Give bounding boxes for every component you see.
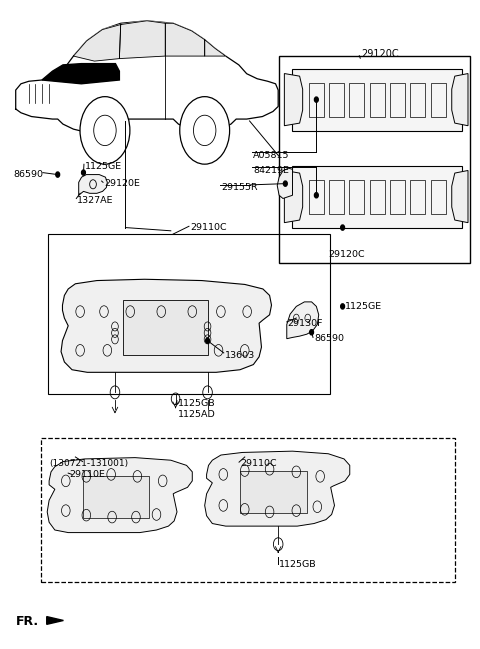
- Polygon shape: [79, 175, 108, 195]
- Polygon shape: [165, 23, 204, 56]
- Text: 29130F: 29130F: [288, 319, 323, 328]
- Bar: [431, 83, 446, 117]
- Text: A05815: A05815: [253, 151, 290, 160]
- Text: 86590: 86590: [314, 334, 344, 343]
- Bar: [370, 83, 385, 117]
- Polygon shape: [73, 25, 120, 61]
- Polygon shape: [61, 279, 272, 373]
- Polygon shape: [452, 73, 468, 126]
- Polygon shape: [452, 171, 468, 223]
- Text: 1125AD: 1125AD: [178, 410, 216, 419]
- Bar: [309, 180, 324, 214]
- Bar: [410, 180, 425, 214]
- Bar: [83, 476, 149, 519]
- Text: 1125GE: 1125GE: [85, 162, 122, 171]
- Circle shape: [205, 338, 209, 343]
- Polygon shape: [204, 451, 350, 526]
- Text: 13603: 13603: [225, 351, 255, 360]
- Polygon shape: [287, 302, 319, 339]
- Text: 29110C: 29110C: [190, 223, 227, 232]
- Text: 84219E: 84219E: [253, 166, 289, 175]
- Bar: [123, 300, 208, 355]
- Circle shape: [283, 181, 287, 186]
- Text: 86590: 86590: [13, 170, 43, 179]
- Text: (130721-131001): (130721-131001): [49, 459, 128, 468]
- Text: 1125GB: 1125GB: [279, 560, 317, 569]
- Circle shape: [341, 225, 345, 230]
- Circle shape: [82, 170, 85, 175]
- Text: 29120E: 29120E: [104, 179, 140, 188]
- Bar: [390, 83, 405, 117]
- Bar: [370, 180, 385, 214]
- Bar: [279, 56, 470, 263]
- Circle shape: [314, 97, 318, 102]
- Bar: [329, 83, 344, 117]
- Circle shape: [56, 172, 60, 177]
- Text: 29120C: 29120C: [328, 251, 365, 259]
- Text: 1327AE: 1327AE: [77, 196, 113, 205]
- Bar: [431, 180, 446, 214]
- Bar: [40, 438, 455, 582]
- Bar: [410, 83, 425, 117]
- Polygon shape: [16, 21, 278, 132]
- Polygon shape: [277, 168, 292, 199]
- Text: 29120C: 29120C: [362, 49, 399, 59]
- Text: 1125GB: 1125GB: [178, 399, 216, 408]
- Bar: [240, 471, 307, 513]
- Text: 1125GE: 1125GE: [345, 302, 382, 311]
- Bar: [329, 180, 344, 214]
- Polygon shape: [47, 617, 63, 624]
- Text: FR.: FR.: [16, 615, 39, 628]
- Circle shape: [341, 304, 345, 309]
- Circle shape: [310, 330, 313, 335]
- Polygon shape: [42, 64, 120, 84]
- Bar: [48, 234, 330, 395]
- Polygon shape: [120, 21, 165, 58]
- Circle shape: [314, 193, 318, 198]
- Polygon shape: [284, 73, 303, 126]
- Bar: [309, 83, 324, 117]
- Bar: [292, 166, 462, 228]
- Text: 29110C: 29110C: [240, 459, 276, 468]
- Bar: [349, 83, 364, 117]
- Bar: [349, 180, 364, 214]
- Circle shape: [80, 97, 130, 164]
- Polygon shape: [204, 40, 226, 56]
- Polygon shape: [47, 458, 192, 533]
- Text: 29155R: 29155R: [221, 183, 258, 192]
- Text: 29110E: 29110E: [69, 470, 105, 479]
- Bar: [292, 69, 462, 130]
- Bar: [390, 180, 405, 214]
- Circle shape: [180, 97, 229, 164]
- Polygon shape: [284, 171, 303, 223]
